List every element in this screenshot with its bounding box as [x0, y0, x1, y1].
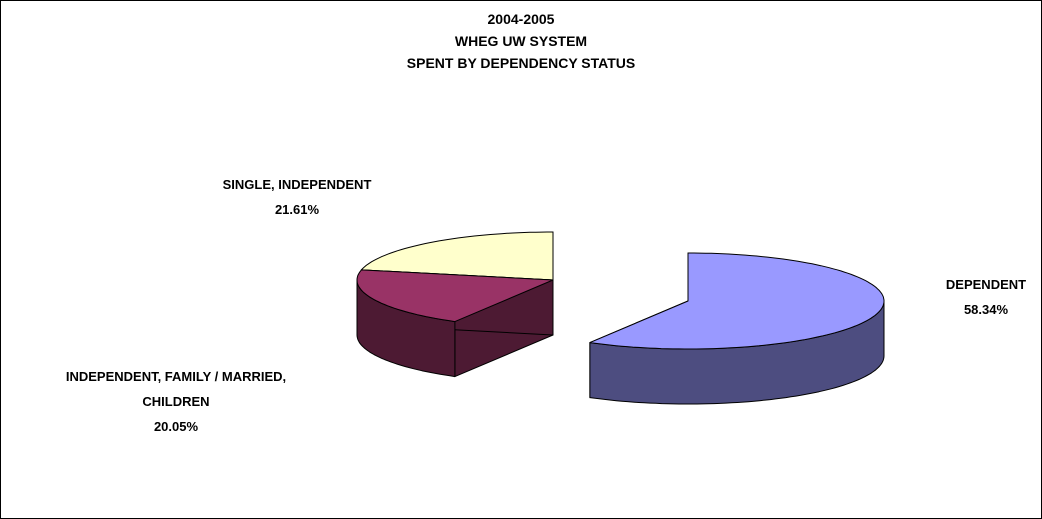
value-label: 58.34% [963, 302, 1009, 317]
chart-title: WHEG UW SYSTEM [454, 33, 588, 49]
category-label: SINGLE, INDEPENDENT [222, 177, 372, 192]
category-label: DEPENDENT [945, 277, 1027, 292]
value-label: 20.05% [153, 419, 199, 434]
value-label: 21.61% [274, 202, 320, 217]
chart-title: 2004-2005 [487, 11, 555, 27]
slice [360, 231, 554, 281]
chart-title: SPENT BY DEPENDENCY STATUS [406, 55, 636, 71]
slice [356, 269, 554, 323]
category-label: INDEPENDENT, FAMILY / MARRIED, CHILDREN [65, 369, 287, 409]
slice [589, 252, 885, 350]
